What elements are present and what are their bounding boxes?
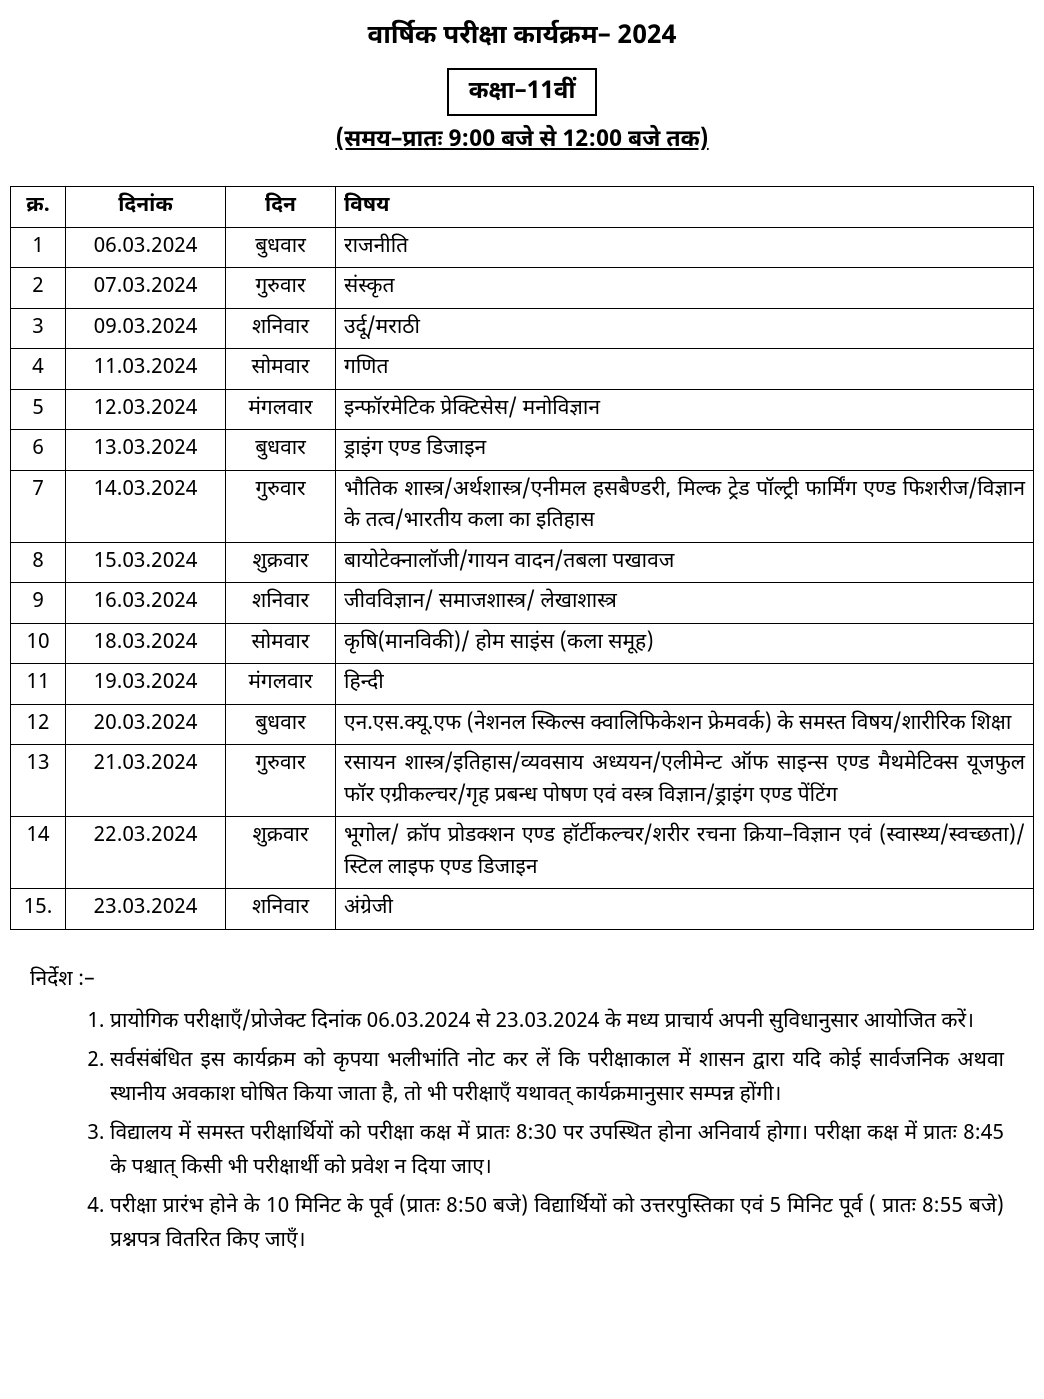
table-row: 512.03.2024मंगलवारइन्फॉरमेटिक प्रेक्टिसे… <box>11 389 1034 430</box>
instruction-item: विद्यालय में समस्त परीक्षार्थियों को परी… <box>110 1118 1004 1185</box>
col-header-day: दिन <box>226 187 336 228</box>
cell-date: 20.03.2024 <box>66 704 226 745</box>
cell-subject: उर्दू/मराठी <box>336 308 1034 349</box>
cell-date: 18.03.2024 <box>66 623 226 664</box>
cell-date: 07.03.2024 <box>66 268 226 309</box>
col-header-date: दिनांक <box>66 187 226 228</box>
cell-date: 19.03.2024 <box>66 664 226 705</box>
table-row: 1220.03.2024बुधवारएन.एस.क्यू.एफ (नेशनल स… <box>11 704 1034 745</box>
document-header: वार्षिक परीक्षा कार्यक्रम– 2024 कक्षा–11… <box>10 20 1034 156</box>
cell-sn: 8 <box>11 542 66 583</box>
cell-subject: गणित <box>336 349 1034 390</box>
table-row: 1119.03.2024मंगलवारहिन्दी <box>11 664 1034 705</box>
table-row: 15.23.03.2024शनिवारअंग्रेजी <box>11 889 1034 930</box>
exam-schedule-table: क्र. दिनांक दिन विषय 106.03.2024बुधवाररा… <box>10 186 1034 930</box>
cell-subject: भौतिक शास्त्र/अर्थशास्त्र/एनीमल हसबैण्डर… <box>336 470 1034 542</box>
cell-subject: अंग्रेजी <box>336 889 1034 930</box>
cell-day: गुरुवार <box>226 745 336 817</box>
cell-day: सोमवार <box>226 623 336 664</box>
cell-date: 21.03.2024 <box>66 745 226 817</box>
cell-day: बुधवार <box>226 430 336 471</box>
class-label-box: कक्षा–11वीं <box>447 68 598 116</box>
cell-subject: एन.एस.क्यू.एफ (नेशनल स्किल्स क्वालिफिकेश… <box>336 704 1034 745</box>
cell-date: 14.03.2024 <box>66 470 226 542</box>
cell-date: 23.03.2024 <box>66 889 226 930</box>
cell-day: शनिवार <box>226 308 336 349</box>
cell-sn: 10 <box>11 623 66 664</box>
cell-day: मंगलवार <box>226 664 336 705</box>
table-header-row: क्र. दिनांक दिन विषय <box>11 187 1034 228</box>
timing-label: (समय–प्रातः 9:00 बजे से 12:00 बजे तक) <box>335 126 708 156</box>
cell-sn: 2 <box>11 268 66 309</box>
table-row: 916.03.2024शनिवारजीवविज्ञान/ समाजशास्त्र… <box>11 583 1034 624</box>
cell-date: 09.03.2024 <box>66 308 226 349</box>
instruction-item: प्रायोगिक परीक्षाएँ/प्रोजेक्ट दिनांक 06.… <box>110 1006 1004 1040</box>
table-row: 207.03.2024गुरुवारसंस्कृत <box>11 268 1034 309</box>
table-row: 714.03.2024गुरुवारभौतिक शास्त्र/अर्थशास्… <box>11 470 1034 542</box>
cell-date: 13.03.2024 <box>66 430 226 471</box>
cell-sn: 11 <box>11 664 66 705</box>
cell-sn: 1 <box>11 227 66 268</box>
instructions-label: निर्देश :– <box>30 966 1034 994</box>
cell-day: गुरुवार <box>226 470 336 542</box>
cell-sn: 14 <box>11 817 66 889</box>
cell-subject: भूगोल/ क्रॉप प्रोडक्शन एण्ड हॉर्टीकल्चर/… <box>336 817 1034 889</box>
table-row: 1422.03.2024शुक्रवारभूगोल/ क्रॉप प्रोडक्… <box>11 817 1034 889</box>
cell-date: 16.03.2024 <box>66 583 226 624</box>
cell-date: 15.03.2024 <box>66 542 226 583</box>
cell-subject: ड्राइंग एण्ड डिजाइन <box>336 430 1034 471</box>
cell-subject: कृषि(मानविकी)/ होम साइंस (कला समूह) <box>336 623 1034 664</box>
table-row: 106.03.2024बुधवारराजनीति <box>11 227 1034 268</box>
cell-day: सोमवार <box>226 349 336 390</box>
cell-sn: 4 <box>11 349 66 390</box>
cell-day: शनिवार <box>226 583 336 624</box>
cell-day: मंगलवार <box>226 389 336 430</box>
cell-sn: 15. <box>11 889 66 930</box>
instruction-item: परीक्षा प्रारंभ होने के 10 मिनिट के पूर्… <box>110 1191 1004 1258</box>
cell-day: गुरुवार <box>226 268 336 309</box>
cell-subject: संस्कृत <box>336 268 1034 309</box>
page-title: वार्षिक परीक्षा कार्यक्रम– 2024 <box>10 20 1034 54</box>
table-row: 1321.03.2024गुरुवाररसायन शास्त्र/इतिहास/… <box>11 745 1034 817</box>
cell-date: 22.03.2024 <box>66 817 226 889</box>
cell-sn: 3 <box>11 308 66 349</box>
cell-subject: रसायन शास्त्र/इतिहास/व्यवसाय अध्ययन/एलीम… <box>336 745 1034 817</box>
cell-sn: 6 <box>11 430 66 471</box>
table-row: 613.03.2024बुधवारड्राइंग एण्ड डिजाइन <box>11 430 1034 471</box>
cell-day: बुधवार <box>226 227 336 268</box>
instruction-item: सर्वसंबंधित इस कार्यक्रम को कृपया भलीभां… <box>110 1045 1004 1112</box>
cell-sn: 9 <box>11 583 66 624</box>
cell-day: बुधवार <box>226 704 336 745</box>
cell-subject: जीवविज्ञान/ समाजशास्त्र/ लेखाशास्त्र <box>336 583 1034 624</box>
cell-date: 12.03.2024 <box>66 389 226 430</box>
cell-day: शुक्रवार <box>226 817 336 889</box>
table-row: 309.03.2024शनिवारउर्दू/मराठी <box>11 308 1034 349</box>
table-row: 815.03.2024शुक्रवारबायोटेक्नालॉजी/गायन व… <box>11 542 1034 583</box>
table-row: 411.03.2024सोमवारगणित <box>11 349 1034 390</box>
cell-date: 11.03.2024 <box>66 349 226 390</box>
cell-subject: बायोटेक्नालॉजी/गायन वादन/तबला पखावज <box>336 542 1034 583</box>
cell-day: शुक्रवार <box>226 542 336 583</box>
cell-day: शनिवार <box>226 889 336 930</box>
col-header-sn: क्र. <box>11 187 66 228</box>
instructions-list: प्रायोगिक परीक्षाएँ/प्रोजेक्ट दिनांक 06.… <box>110 1006 1004 1259</box>
col-header-subject: विषय <box>336 187 1034 228</box>
cell-sn: 5 <box>11 389 66 430</box>
table-row: 1018.03.2024सोमवारकृषि(मानविकी)/ होम साइ… <box>11 623 1034 664</box>
cell-subject: इन्फॉरमेटिक प्रेक्टिसेस/ मनोविज्ञान <box>336 389 1034 430</box>
cell-subject: राजनीति <box>336 227 1034 268</box>
cell-sn: 13 <box>11 745 66 817</box>
cell-subject: हिन्दी <box>336 664 1034 705</box>
cell-date: 06.03.2024 <box>66 227 226 268</box>
cell-sn: 7 <box>11 470 66 542</box>
cell-sn: 12 <box>11 704 66 745</box>
